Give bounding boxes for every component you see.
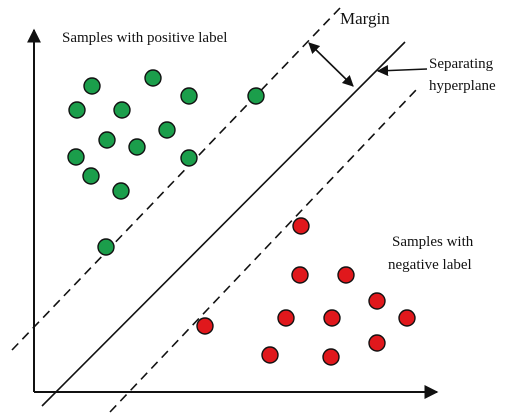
positive-sample-point <box>113 101 131 119</box>
margin-label: Margin <box>340 9 390 28</box>
negative-sample-point <box>196 317 214 335</box>
negative-sample-point <box>291 266 309 284</box>
negative-samples <box>196 217 416 366</box>
separating-label-line1: Separating <box>429 56 494 72</box>
positive-sample-point <box>128 138 146 156</box>
positive-sample-point <box>82 167 100 185</box>
positive-sample-point <box>68 101 86 119</box>
negative-sample-point <box>368 334 386 352</box>
positive-sample-point <box>158 121 176 139</box>
separating-hyperplane-pointer <box>376 64 428 77</box>
negative-sample-point <box>323 309 341 327</box>
positive-sample-point <box>98 131 116 149</box>
positive-sample-point <box>97 238 115 256</box>
positive-sample-point <box>83 77 101 95</box>
positive-sample-point <box>112 182 130 200</box>
negative-sample-point <box>277 309 295 327</box>
positive-sample-point <box>180 87 198 105</box>
negative-sample-point <box>337 266 355 284</box>
negative-sample-point <box>292 217 310 235</box>
positive-sample-point <box>144 69 162 87</box>
negative-sample-point <box>398 309 416 327</box>
separating-label-line2: hyperplane <box>429 78 496 94</box>
negative-sample-point <box>368 292 386 310</box>
upper-margin-line <box>11 7 341 351</box>
positive-sample-point <box>67 148 85 166</box>
positive-sample-point <box>180 149 198 167</box>
positive-samples-label: Samples with positive label <box>62 30 227 46</box>
margin-arrow <box>308 42 354 87</box>
negative-samples-label-line2: negative label <box>388 257 472 273</box>
negative-sample-point <box>261 346 279 364</box>
lower-margin-line <box>109 89 417 413</box>
negative-sample-point <box>322 348 340 366</box>
positive-sample-point <box>247 87 265 105</box>
separating-hyperplane-line <box>41 41 406 407</box>
negative-samples-label-line1: Samples with <box>392 234 474 250</box>
positive-samples <box>67 69 265 256</box>
